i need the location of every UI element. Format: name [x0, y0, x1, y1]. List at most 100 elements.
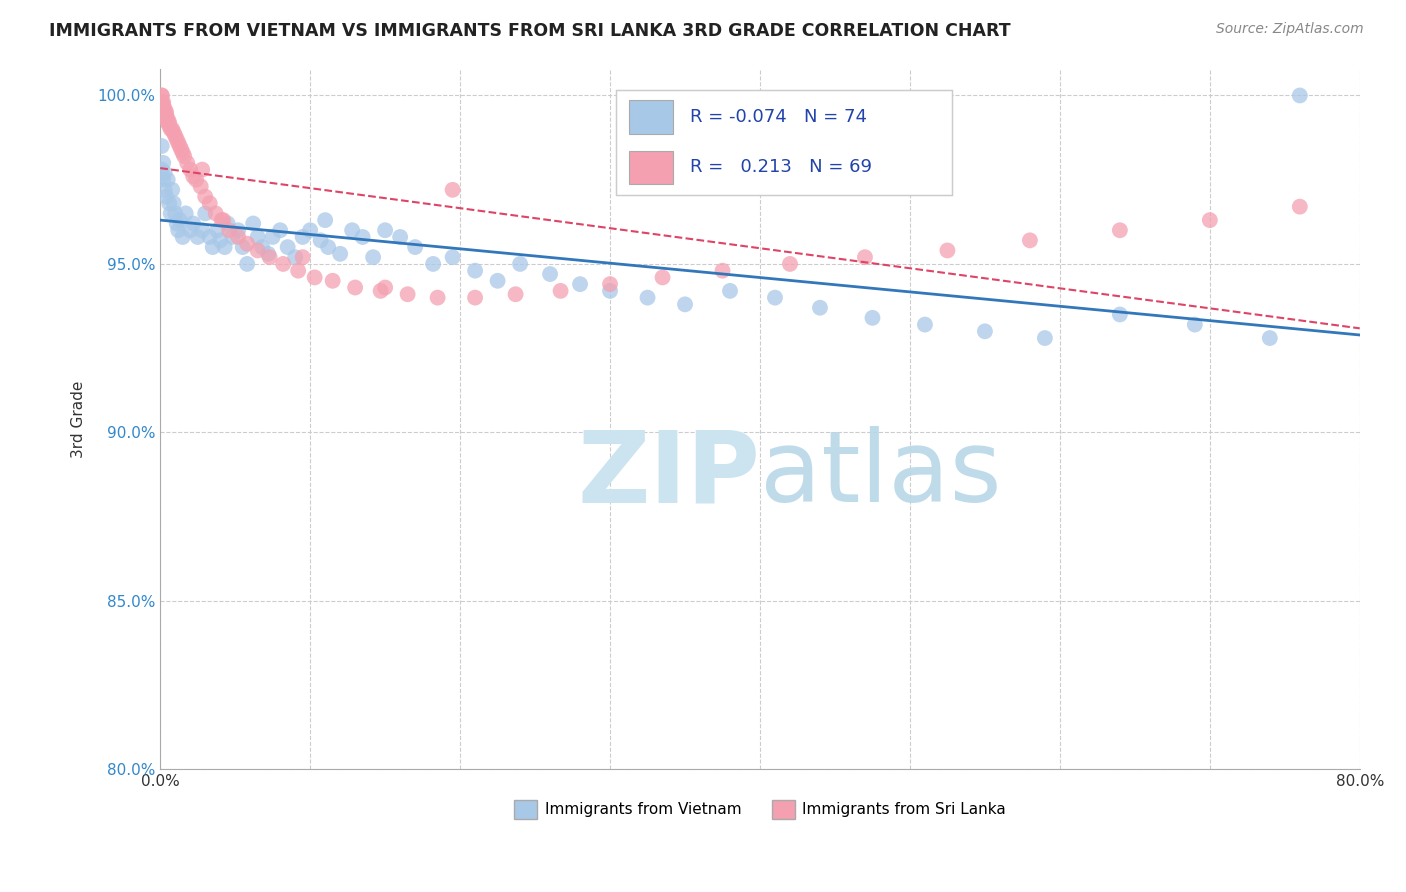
Text: IMMIGRANTS FROM VIETNAM VS IMMIGRANTS FROM SRI LANKA 3RD GRADE CORRELATION CHART: IMMIGRANTS FROM VIETNAM VS IMMIGRANTS FR… — [49, 22, 1011, 40]
Point — [165, 128, 187, 143]
Point — [179, 223, 201, 237]
Point — [150, 95, 173, 110]
Point — [167, 223, 190, 237]
Point — [150, 88, 173, 103]
Point — [232, 240, 254, 254]
Point — [211, 213, 233, 227]
Point — [204, 206, 226, 220]
Point — [361, 250, 384, 264]
Point — [153, 105, 176, 120]
Point — [257, 247, 280, 261]
Point — [169, 213, 191, 227]
Point — [186, 172, 208, 186]
Point — [404, 240, 426, 254]
Point — [153, 166, 176, 180]
Point — [316, 240, 339, 254]
Point — [1288, 200, 1310, 214]
Point — [314, 213, 336, 227]
Point — [165, 206, 187, 220]
Point — [538, 267, 561, 281]
Point — [226, 230, 249, 244]
Point — [914, 318, 936, 332]
Point — [152, 98, 174, 112]
Legend: Immigrants from Vietnam, Immigrants from Sri Lanka: Immigrants from Vietnam, Immigrants from… — [508, 794, 1012, 825]
Point — [389, 230, 412, 244]
Point — [167, 136, 190, 150]
Point — [599, 277, 621, 292]
Point — [370, 284, 392, 298]
Point — [259, 250, 281, 264]
Point — [277, 240, 299, 254]
Point — [226, 223, 249, 237]
Point — [159, 122, 181, 136]
Point — [284, 250, 307, 264]
Point — [1288, 88, 1310, 103]
Point — [160, 122, 183, 136]
Point — [163, 196, 186, 211]
Point — [214, 240, 236, 254]
Point — [550, 284, 572, 298]
Point — [194, 189, 217, 203]
Point — [352, 230, 374, 244]
Point — [304, 270, 326, 285]
Point — [160, 183, 183, 197]
Point — [166, 132, 188, 146]
Point — [464, 263, 486, 277]
Point — [236, 236, 259, 251]
Point — [157, 119, 180, 133]
Point — [426, 291, 449, 305]
Point — [157, 196, 180, 211]
Point — [181, 217, 204, 231]
Point — [217, 217, 239, 231]
Point — [156, 172, 179, 186]
Point — [396, 287, 419, 301]
Point — [201, 240, 224, 254]
Point — [853, 250, 876, 264]
Point — [1108, 308, 1130, 322]
Point — [176, 156, 198, 170]
Point — [155, 189, 177, 203]
Point — [505, 287, 527, 301]
Point — [329, 247, 352, 261]
Point — [221, 230, 243, 244]
Point — [166, 217, 188, 231]
Point — [1198, 213, 1220, 227]
Point — [209, 233, 232, 247]
Point — [205, 223, 228, 237]
Point — [974, 324, 997, 338]
Point — [1033, 331, 1056, 345]
Point — [1108, 223, 1130, 237]
Point — [862, 310, 884, 325]
Point — [191, 162, 214, 177]
Point — [673, 297, 696, 311]
Point — [153, 102, 176, 116]
Point — [236, 257, 259, 271]
Point — [936, 244, 959, 258]
Point — [340, 223, 363, 237]
Point — [309, 233, 332, 247]
Point — [152, 105, 174, 120]
Point — [153, 183, 176, 197]
Point — [169, 139, 191, 153]
Point — [198, 196, 221, 211]
Point — [1019, 233, 1042, 247]
Point — [152, 172, 174, 186]
Point — [374, 280, 396, 294]
Point — [246, 244, 269, 258]
Point — [569, 277, 592, 292]
Point — [194, 206, 217, 220]
Point — [374, 223, 396, 237]
Point — [170, 142, 193, 156]
Point — [711, 263, 734, 277]
Point — [718, 284, 741, 298]
Point — [156, 112, 179, 126]
Point — [637, 291, 659, 305]
Point — [262, 230, 284, 244]
Point — [1258, 331, 1281, 345]
Point — [441, 183, 464, 197]
Point — [150, 98, 173, 112]
Text: ZIP: ZIP — [576, 426, 761, 524]
Point — [172, 145, 194, 160]
Point — [152, 95, 174, 110]
Point — [779, 257, 801, 271]
